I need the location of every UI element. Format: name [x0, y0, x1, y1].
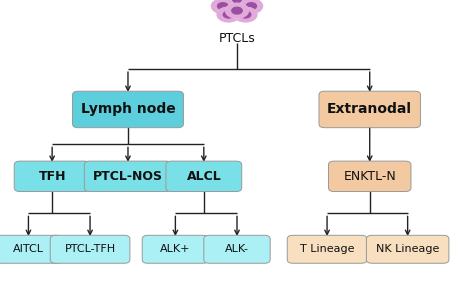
Circle shape [234, 7, 257, 22]
Text: ALK+: ALK+ [160, 244, 191, 254]
FancyBboxPatch shape [287, 235, 367, 263]
Circle shape [223, 11, 234, 18]
Circle shape [218, 3, 228, 9]
Circle shape [232, 7, 242, 14]
Text: PTCL-NOS: PTCL-NOS [93, 170, 163, 183]
Text: Extranodal: Extranodal [327, 102, 412, 116]
Circle shape [226, 3, 248, 18]
Text: PTCLs: PTCLs [219, 32, 255, 44]
FancyBboxPatch shape [366, 235, 449, 263]
Circle shape [211, 0, 234, 13]
FancyBboxPatch shape [14, 161, 90, 192]
Text: ALK-: ALK- [225, 244, 249, 254]
Text: ENKTL-N: ENKTL-N [343, 170, 396, 183]
Circle shape [226, 0, 248, 10]
Circle shape [240, 11, 251, 18]
Circle shape [232, 0, 242, 6]
FancyBboxPatch shape [142, 235, 209, 263]
FancyBboxPatch shape [166, 161, 242, 192]
Circle shape [240, 0, 263, 13]
Circle shape [217, 7, 240, 22]
Text: Lymph node: Lymph node [81, 102, 175, 116]
FancyBboxPatch shape [73, 91, 183, 128]
Text: PTCL-TFH: PTCL-TFH [64, 244, 116, 254]
Text: AITCL: AITCL [13, 244, 44, 254]
Circle shape [246, 3, 256, 9]
FancyBboxPatch shape [0, 235, 62, 263]
FancyBboxPatch shape [328, 161, 411, 192]
Text: T Lineage: T Lineage [300, 244, 354, 254]
Text: TFH: TFH [38, 170, 66, 183]
FancyBboxPatch shape [204, 235, 270, 263]
Text: NK Lineage: NK Lineage [376, 244, 439, 254]
FancyBboxPatch shape [50, 235, 130, 263]
Text: ALCL: ALCL [186, 170, 221, 183]
FancyBboxPatch shape [319, 91, 420, 128]
FancyBboxPatch shape [84, 161, 172, 192]
